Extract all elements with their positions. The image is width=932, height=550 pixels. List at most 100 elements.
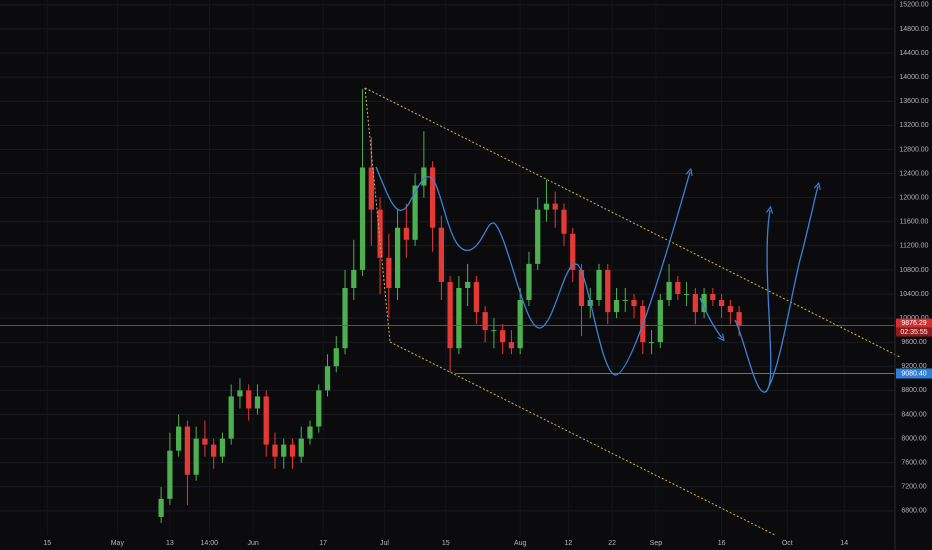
candle-body — [535, 209, 541, 264]
y-tick-label: 14800.00 — [899, 26, 928, 33]
y-tick-label: 8000.00 — [901, 435, 926, 442]
last-price-label: 9876.29 — [901, 320, 926, 327]
candle-body — [648, 342, 655, 344]
y-tick-label: 10000.00 — [899, 315, 928, 322]
y-tick-label: 9600.00 — [901, 339, 926, 346]
x-tick-label: 15 — [43, 540, 51, 547]
candle-body — [184, 426, 191, 475]
candle-body — [675, 281, 681, 295]
x-tick-label: Aug — [514, 540, 527, 547]
candle-body — [202, 438, 208, 445]
candle-body — [473, 281, 480, 313]
candle-body — [359, 167, 366, 270]
y-tick-label: 15200.00 — [899, 2, 928, 9]
candle-body — [701, 294, 707, 313]
y-tick-label: 7200.00 — [901, 484, 926, 491]
candle-body — [666, 281, 672, 301]
candle-body — [272, 444, 278, 457]
tag-box — [896, 318, 932, 328]
x-tick-label: Sep — [650, 540, 663, 547]
y-tick-label: 12800.00 — [899, 146, 928, 153]
candle-body — [158, 498, 164, 517]
candle-body — [167, 450, 173, 499]
candle-body — [718, 300, 725, 307]
x-tick-label: 17 — [319, 540, 327, 547]
candle-body — [351, 269, 357, 288]
candle-body — [500, 330, 506, 343]
candle-body — [176, 426, 182, 451]
candle-body — [605, 269, 611, 313]
candle-body — [438, 227, 444, 282]
x-tick-label: 15 — [442, 540, 450, 547]
last-price-tag: 9876.29 02:35:55 — [896, 318, 932, 337]
candle-body — [429, 167, 436, 228]
candle-body — [596, 269, 602, 301]
candle-body — [456, 287, 462, 349]
x-tick-label: 14 — [840, 540, 848, 547]
candle-body — [491, 330, 497, 332]
y-tick-label: 8400.00 — [901, 411, 926, 418]
y-tick-label: 11200.00 — [900, 243, 929, 250]
candle-body — [289, 444, 296, 457]
candle-body — [211, 444, 217, 457]
projection-curve — [375, 166, 690, 376]
candle-body — [465, 281, 471, 288]
x-tick-label: 14:00 — [201, 540, 219, 547]
x-tick-label: May — [111, 540, 125, 547]
candle-body — [727, 306, 733, 313]
candle-body — [342, 287, 348, 349]
y-tick-label: 6800.00 — [901, 508, 926, 515]
candle-body — [517, 300, 523, 349]
x-tick-label: Jun — [247, 540, 258, 547]
candle-body — [631, 300, 637, 307]
candle-body — [368, 167, 374, 210]
y-tick-label: 14000.00 — [899, 74, 928, 81]
x-tick-label: Oct — [782, 540, 793, 547]
candle-body — [281, 444, 287, 457]
candle-body — [570, 233, 576, 270]
y-tick-label: 13200.00 — [899, 122, 928, 129]
level-label: 9080.40 — [901, 370, 926, 377]
y-tick-label: 7600.00 — [901, 460, 926, 467]
x-tick-label: 22 — [608, 540, 616, 547]
projection-curve — [699, 297, 722, 338]
tag-box — [896, 327, 932, 337]
candle-body — [403, 227, 409, 240]
candle-body — [561, 209, 567, 234]
candle-body — [508, 342, 515, 349]
axes: 6800.00 7200.00 7600.00 8000.00 8400.00 8800.… — [43, 0, 932, 550]
y-tick-label: 13600.00 — [899, 98, 928, 105]
candles — [0, 89, 895, 523]
candle-body — [333, 348, 339, 367]
candle-body — [377, 209, 383, 258]
candle-body — [412, 185, 418, 240]
candle-body — [219, 438, 226, 457]
candle-body — [526, 263, 532, 301]
y-tick-label: 12000.00 — [899, 194, 928, 201]
candle-body — [657, 300, 663, 343]
candle-body — [613, 300, 620, 313]
candle-body — [421, 167, 427, 186]
candle-body — [298, 438, 304, 457]
candle-body — [543, 203, 550, 210]
candle-body — [394, 227, 401, 288]
candle-body — [683, 294, 690, 296]
candle-body — [316, 390, 322, 427]
candle-body — [552, 203, 558, 210]
y-tick-label: 14400.00 — [899, 50, 928, 57]
candle-body — [692, 294, 698, 313]
candle-body — [254, 396, 261, 409]
y-tick-label: 10400.00 — [899, 291, 928, 298]
projection-curve — [765, 186, 818, 393]
x-tick-label: 12 — [564, 540, 572, 547]
tag-box — [896, 368, 932, 379]
candle-body — [578, 269, 585, 307]
x-tick-label: 16 — [718, 540, 726, 547]
candle-body — [263, 396, 269, 445]
candle-body — [482, 312, 488, 331]
candle-body — [386, 257, 392, 288]
candle-body — [193, 438, 199, 475]
y-tick-label: 12400.00 — [899, 170, 928, 177]
